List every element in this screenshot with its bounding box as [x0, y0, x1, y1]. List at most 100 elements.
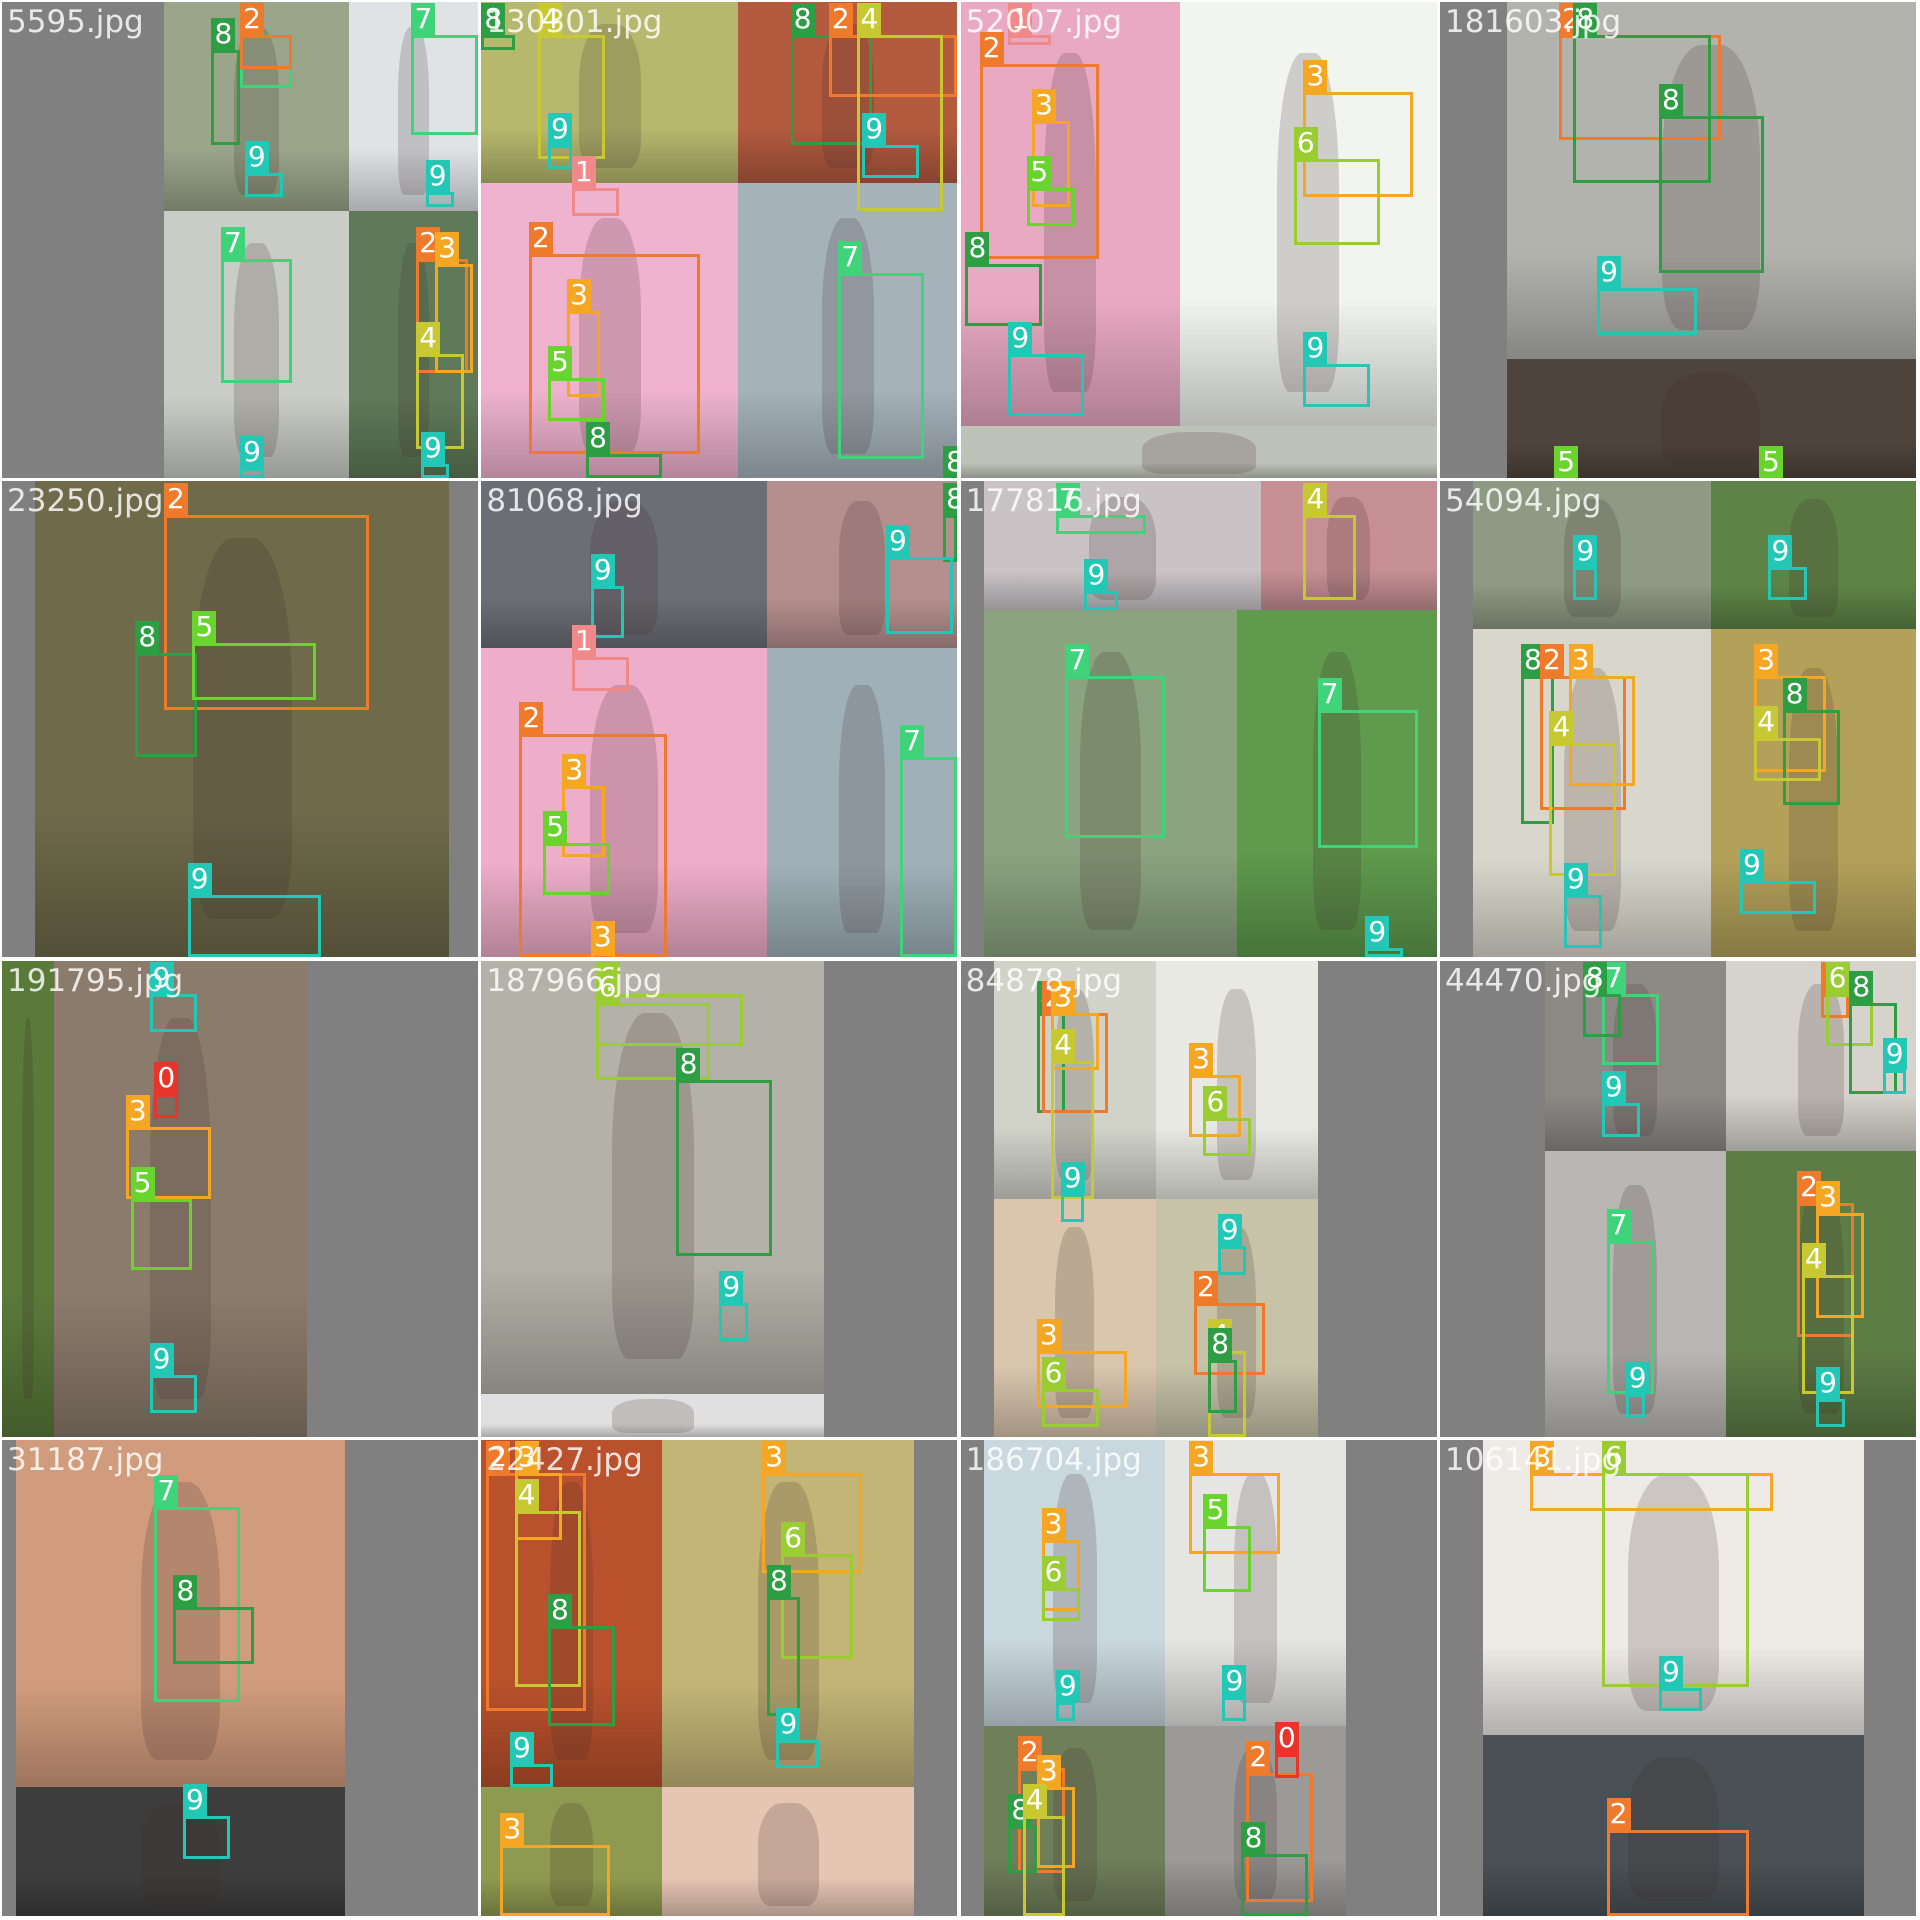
- class-label: 9: [240, 436, 264, 469]
- photo-region: [481, 647, 767, 958]
- detection-box: 8: [1582, 961, 1621, 1037]
- class-label: 3: [1032, 89, 1057, 121]
- detection-box: 8: [766, 1565, 801, 1717]
- mosaic-tile: 81068.jpg 8 9 9 1 2 3 5 3 7: [481, 481, 958, 958]
- mosaic-tile: 130301.jpg 8 4 8 2 4 9 9 1 2 3 5 8 7 8: [481, 2, 958, 478]
- detection-box: 9: [240, 436, 264, 478]
- class-label: 2: [1606, 1798, 1631, 1831]
- detection-box: 9: [1008, 322, 1085, 417]
- photo-region: [738, 182, 958, 478]
- class-label: 9: [1658, 1655, 1683, 1688]
- detection-box: 9: [1303, 331, 1370, 407]
- detection-box: 2: [1193, 1271, 1266, 1375]
- tile-filename: 177816.jpg: [965, 483, 1142, 520]
- detection-box: 2: [1606, 1798, 1750, 1916]
- class-label: 8: [943, 482, 958, 515]
- class-label: 2: [528, 222, 553, 255]
- photo-region: [1473, 628, 1712, 958]
- class-label: 8: [676, 1047, 701, 1080]
- class-label: 4: [416, 322, 441, 355]
- class-label: 8: [481, 3, 506, 36]
- class-label: 9: [1217, 1214, 1242, 1247]
- mosaic-tile: 54094.jpg 9 9 8 2 3 4 9 3 8 4 9: [1439, 481, 1916, 958]
- tile-filename: 44470.jpg: [1444, 962, 1602, 999]
- class-label: 9: [1882, 1038, 1907, 1071]
- class-label: 4: [538, 3, 563, 36]
- person-silhouette: [839, 685, 885, 933]
- tile-filename: 5595.jpg: [7, 4, 144, 40]
- detection-box: 9: [182, 1784, 231, 1859]
- detection-box: 8: [965, 231, 1042, 326]
- detection-box: 9: [547, 112, 572, 169]
- detection-box: 1: [1008, 3, 1052, 45]
- person-silhouette: [1141, 431, 1256, 474]
- mosaic-tile: 52007.jpg 1 2 3 5 8 9 3 6 9: [960, 2, 1437, 478]
- person-silhouette: [141, 1481, 220, 1760]
- photo-region: [1482, 1439, 1864, 1736]
- tile-filename: 181603.jpg: [1444, 4, 1622, 40]
- detection-box: 6: [1825, 961, 1874, 1047]
- tile-filename: 130301.jpg: [486, 4, 663, 40]
- class-label: 3: [1051, 981, 1076, 1014]
- detection-box: 7: [154, 1474, 240, 1702]
- class-label: 9: [149, 1342, 174, 1375]
- person-silhouette: [839, 501, 885, 635]
- person-silhouette: [611, 1398, 694, 1434]
- detection-box: 6: [1041, 1555, 1080, 1621]
- class-label: 6: [781, 1522, 806, 1555]
- class-label: 9: [1060, 1161, 1085, 1194]
- detection-box: 6: [595, 971, 710, 1080]
- class-label: 3: [1041, 1507, 1066, 1540]
- detection-box: 9: [1217, 1214, 1247, 1275]
- class-label: 8: [943, 446, 958, 478]
- class-label: 9: [149, 961, 174, 994]
- class-label: 9: [862, 112, 887, 145]
- detection-box: 4: [416, 322, 464, 450]
- class-label: 4: [1303, 482, 1328, 515]
- detection-box: 8: [943, 482, 958, 563]
- detection-box: 6: [1203, 1085, 1251, 1156]
- class-label: 7: [1055, 482, 1080, 515]
- detection-box: 9: [1055, 1669, 1080, 1721]
- class-label: 9: [1597, 255, 1622, 288]
- class-label: 3: [1816, 1180, 1841, 1213]
- detection-box: 2: [240, 3, 293, 69]
- class-label: 1: [571, 155, 596, 188]
- mosaic-tile: 181603.jpg 2 8 8 9 5 5: [1439, 2, 1916, 478]
- class-label: 2: [1246, 1741, 1271, 1774]
- tile-filename: 22427.jpg: [486, 1441, 643, 1478]
- detection-box: 9: [187, 863, 321, 958]
- person-silhouette: [1327, 496, 1370, 600]
- photo-region: [1544, 960, 1726, 1152]
- class-label: 9: [1084, 558, 1109, 591]
- class-label: 7: [1065, 644, 1090, 677]
- detection-box: 2: [528, 222, 701, 455]
- detection-box: 6: [781, 1522, 853, 1659]
- class-label: 9: [1601, 1071, 1626, 1104]
- detection-box: 9: [885, 525, 953, 634]
- detection-box: 4: [1303, 482, 1356, 601]
- class-label: 5: [547, 346, 572, 379]
- class-label: 8: [1849, 971, 1874, 1004]
- detection-box: 8: [481, 3, 515, 50]
- class-label: 3: [1036, 1318, 1061, 1351]
- class-label: 5: [130, 1166, 155, 1199]
- photo-region: [16, 1439, 345, 1788]
- person-silhouette: [234, 243, 279, 457]
- photo-region: [766, 481, 958, 648]
- class-label: 8: [766, 1565, 791, 1598]
- detection-box: 7: [1055, 482, 1147, 534]
- detection-box: 9: [1768, 535, 1807, 601]
- class-label: 4: [514, 1479, 539, 1512]
- mosaic-tile: 186704.jpg 3 5 3 6 9 9 2 3 8 4 2 0 8: [960, 1439, 1437, 1916]
- mosaic-tile: 22427.jpg 2 3 4 8 9 3 6 8 9 3: [481, 1439, 958, 1916]
- class-label: 9: [509, 1731, 534, 1764]
- photo-region: [481, 960, 825, 1394]
- detection-box: 9: [149, 1342, 198, 1413]
- class-label: 2: [486, 1441, 511, 1474]
- class-label: 4: [857, 3, 882, 36]
- class-label: 4: [1051, 1028, 1076, 1061]
- detection-box: 9: [1573, 535, 1598, 601]
- detection-box: 4: [1801, 1242, 1855, 1394]
- tile-filename: 186704.jpg: [965, 1441, 1142, 1478]
